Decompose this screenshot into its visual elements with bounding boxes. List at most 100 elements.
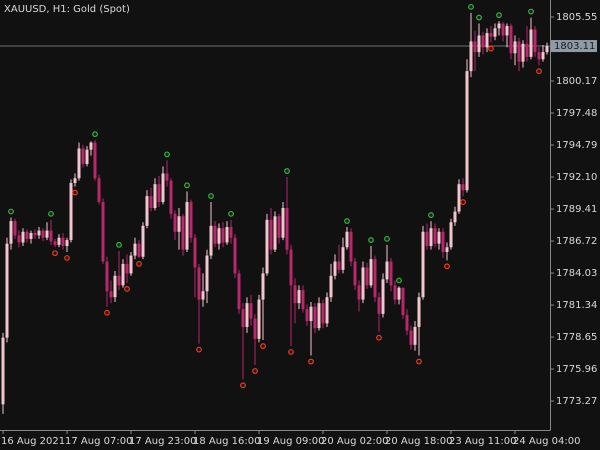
candle-body [201,291,205,300]
y-tick-label: 1805.55 [556,12,597,23]
candle-body [429,228,433,247]
candle-body [189,202,193,238]
fractal-up [8,208,14,215]
candle-body [221,228,225,243]
candle-body [533,29,537,53]
y-tick-label: 1786.72 [556,236,597,247]
candle-body [233,237,237,274]
candle-body [493,28,497,37]
candle-body [145,196,149,226]
fractal-down [104,309,110,316]
x-tick-label: 20 Aug 18:00 [385,436,452,447]
fractal-up [476,14,482,21]
candle-body [125,263,129,274]
candle-body [21,231,25,243]
candle-body [113,275,117,298]
candle-body [377,297,381,314]
fractal-down [260,343,266,349]
candle-body [217,228,221,244]
x-tick-label: 23 Aug 11:00 [449,436,516,447]
candle-body [421,231,425,298]
x-tick-label: 17 Aug 23:00 [129,436,196,447]
fractal-down [536,68,542,75]
fractal-up [344,218,350,224]
y-tick-label: 1784.03 [556,268,597,279]
fractal-down [308,358,314,365]
candle-body [469,41,473,72]
candle-body [157,184,161,203]
fractal-down [52,250,58,257]
candle-body [269,219,273,250]
fractal-down [252,368,258,374]
candle-body [525,43,529,57]
candle-body [369,259,373,286]
candle-body [309,306,313,322]
candle-body [213,225,217,244]
candle-body [41,230,45,238]
candle-body [501,23,505,36]
fractal-down [72,189,78,196]
candle-body [29,232,33,239]
fractal-up [468,3,474,10]
candle-body [45,230,49,238]
fractal-up [428,212,434,218]
candle-body [397,287,401,300]
candle-body [389,261,393,286]
candle-body [129,255,133,274]
candle-body [17,235,21,243]
candle-body [161,173,165,203]
x-tick-label: 24 Aug 04:00 [513,436,580,447]
y-tick-label: 1800.17 [556,76,597,87]
candle-body [169,180,173,214]
candle-body [153,184,157,208]
candle-body [13,221,17,236]
candle-body [65,240,69,247]
candle-body [353,261,357,286]
candle-body [37,230,41,236]
y-tick-label: 1781.34 [556,300,597,311]
candle-body [297,290,301,304]
fractal-down [288,349,294,355]
candle-body [265,219,269,274]
candle-body [317,303,321,329]
fractal-down [376,334,382,341]
candle-body [53,241,57,245]
candle-body [73,178,77,183]
candle-body [245,303,249,327]
candle-body [289,249,293,286]
candle-body [301,290,305,310]
candle-body [5,243,9,338]
fractal-down [124,286,130,292]
fractal-up [228,210,234,217]
candle-body [293,285,297,304]
candle-body [97,178,101,203]
candle-body [25,231,29,239]
fractal-down [460,199,466,205]
candle-body [345,231,349,248]
candle-body [93,142,97,179]
candle-body [457,184,461,212]
fractal-down [196,346,202,353]
candle-body [529,29,533,57]
candle-body [181,216,185,250]
fractal-down [240,382,246,389]
candle-body [349,231,353,262]
candle-body [165,173,169,181]
candle-body [453,211,457,223]
candle-body [541,52,545,60]
fractal-up [164,151,170,158]
candle-body [89,142,93,150]
candle-body [205,255,209,292]
fractal-up [496,12,502,19]
candle-body [509,25,513,54]
fractal-up [208,193,214,199]
candle-body [505,25,509,36]
candle-body [133,243,137,256]
candle-body [489,33,493,37]
fractal-down [64,255,70,261]
candle-body [193,237,197,268]
candle-body [365,267,369,286]
candle-body [521,43,525,62]
candle-body [33,232,37,236]
